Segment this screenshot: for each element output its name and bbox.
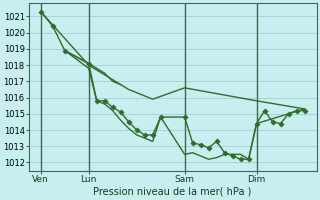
X-axis label: Pression niveau de la mer( hPa ): Pression niveau de la mer( hPa ) <box>93 187 252 197</box>
